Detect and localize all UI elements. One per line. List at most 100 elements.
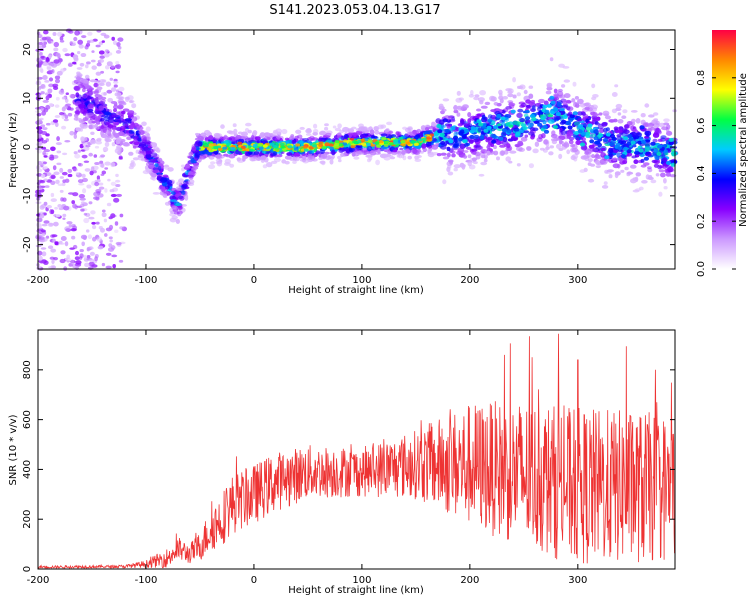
heat-cell	[208, 135, 214, 141]
heat-cell	[74, 250, 80, 256]
heat-cell	[186, 174, 194, 178]
heat-cell	[627, 134, 633, 138]
heat-cell	[334, 127, 341, 132]
heat-cell	[81, 173, 86, 178]
heat-cell	[104, 141, 110, 147]
heat-cell	[175, 203, 182, 206]
heat-cell	[437, 129, 443, 134]
heat-cell	[43, 201, 48, 206]
heat-cell	[421, 137, 427, 141]
heat-cell	[442, 179, 447, 185]
heat-cell	[305, 128, 312, 134]
heat-cell	[42, 150, 46, 156]
heat-cell	[645, 174, 650, 180]
heat-cell	[508, 88, 514, 94]
x-tick-label: 100	[352, 275, 371, 286]
heat-cell	[487, 114, 493, 119]
heat-cell	[545, 90, 552, 95]
heat-cell	[599, 127, 604, 134]
heat-cell	[141, 135, 147, 141]
heat-cell	[59, 36, 64, 41]
heat-cell	[98, 101, 106, 105]
heat-cell	[498, 89, 503, 95]
heat-cell	[321, 145, 327, 149]
heat-cell	[111, 142, 116, 147]
heat-cell	[80, 208, 85, 212]
heat-cell	[289, 157, 295, 161]
heat-cell	[241, 131, 248, 137]
heat-cell	[81, 35, 87, 39]
heat-cell	[427, 152, 435, 158]
heat-cell	[110, 162, 116, 168]
heat-cell	[533, 120, 540, 124]
heat-cell	[98, 182, 104, 186]
heat-cell	[47, 245, 54, 250]
heat-cell	[529, 114, 536, 119]
heat-cell	[109, 189, 115, 193]
heat-cell	[46, 204, 52, 209]
heat-cell	[161, 186, 166, 193]
heat-cell	[466, 146, 472, 150]
heat-cell	[90, 210, 96, 215]
heat-cell	[42, 161, 48, 165]
heat-cell	[235, 135, 242, 140]
heat-cell	[100, 70, 105, 74]
heat-cell	[540, 116, 546, 121]
heat-cell	[532, 148, 539, 154]
heat-cell	[490, 109, 496, 113]
heat-cell	[537, 122, 543, 127]
heat-cell	[176, 181, 182, 186]
heat-cell	[108, 224, 114, 230]
heat-cell	[643, 156, 650, 161]
snr-x-ticks: -200 -100 0 100 200 300	[27, 330, 587, 586]
heat-cell	[463, 122, 471, 127]
heat-cell	[327, 155, 332, 160]
heat-cell	[61, 125, 67, 130]
heat-cell	[261, 150, 266, 154]
heat-cell	[72, 203, 77, 209]
heat-cell	[528, 93, 534, 99]
y-tick-label: 800	[22, 360, 33, 379]
heat-cell	[360, 138, 366, 142]
heat-cell	[237, 141, 243, 145]
heat-cell	[516, 92, 521, 97]
heat-cell	[496, 156, 500, 161]
heat-cell	[549, 145, 554, 149]
heat-cell	[118, 100, 126, 104]
heat-cell	[44, 80, 50, 83]
heat-cell	[70, 259, 75, 265]
heat-cell	[546, 86, 553, 91]
heat-cell	[89, 170, 94, 176]
heat-cell	[56, 162, 62, 166]
heat-cell	[635, 172, 642, 177]
heat-cell	[72, 166, 77, 172]
heat-cell	[317, 138, 323, 142]
heat-cell	[663, 186, 668, 190]
heat-cell	[53, 47, 59, 52]
heat-cell	[148, 148, 154, 154]
heat-cell	[341, 148, 346, 152]
heat-cell	[329, 159, 334, 165]
heat-cell	[561, 84, 566, 88]
heat-cell	[194, 153, 201, 159]
spectrogram-y-ticks: -20 -10 0 10 20	[22, 43, 675, 253]
heat-cell	[55, 52, 61, 57]
heat-cell	[105, 122, 111, 126]
heat-cell	[399, 147, 404, 151]
heat-cell	[40, 229, 46, 233]
x-tick-label: -100	[135, 275, 158, 286]
heat-cell	[82, 188, 87, 194]
heat-cell	[313, 123, 318, 129]
heat-cell	[581, 137, 586, 142]
heat-cell	[561, 143, 568, 147]
heat-cell	[41, 140, 48, 144]
spectrogram-x-axis-label: Height of straight line (km)	[288, 285, 424, 296]
heat-cell	[67, 112, 73, 117]
heat-cell	[592, 113, 600, 117]
heat-cell	[450, 150, 456, 154]
heat-cell	[42, 127, 48, 131]
heat-cell	[476, 119, 482, 124]
heat-cell	[213, 132, 221, 138]
heat-cell	[130, 116, 138, 122]
heat-cell	[145, 153, 151, 159]
